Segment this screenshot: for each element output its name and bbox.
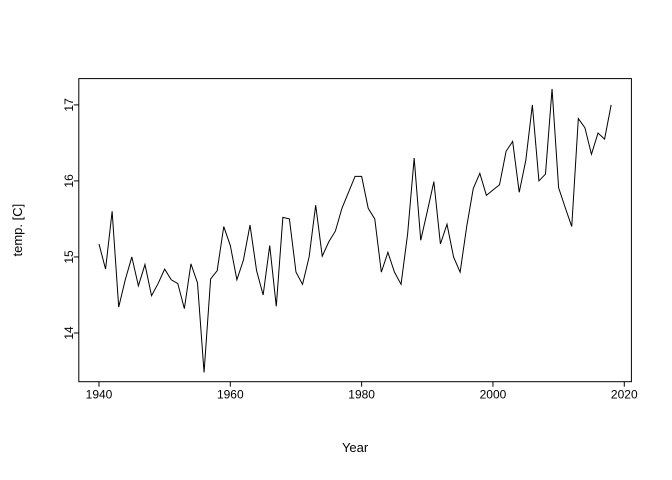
svg-text:1940: 1940 [86,388,113,402]
svg-text:15: 15 [62,250,76,264]
svg-text:16: 16 [62,174,76,188]
svg-text:1960: 1960 [217,388,244,402]
svg-text:2020: 2020 [611,388,638,402]
svg-text:1980: 1980 [348,388,375,402]
svg-text:17: 17 [62,98,76,112]
svg-text:temp. [C]: temp. [C] [10,204,25,257]
svg-text:14: 14 [62,326,76,340]
svg-text:Year: Year [342,440,369,455]
svg-text:2000: 2000 [480,388,507,402]
